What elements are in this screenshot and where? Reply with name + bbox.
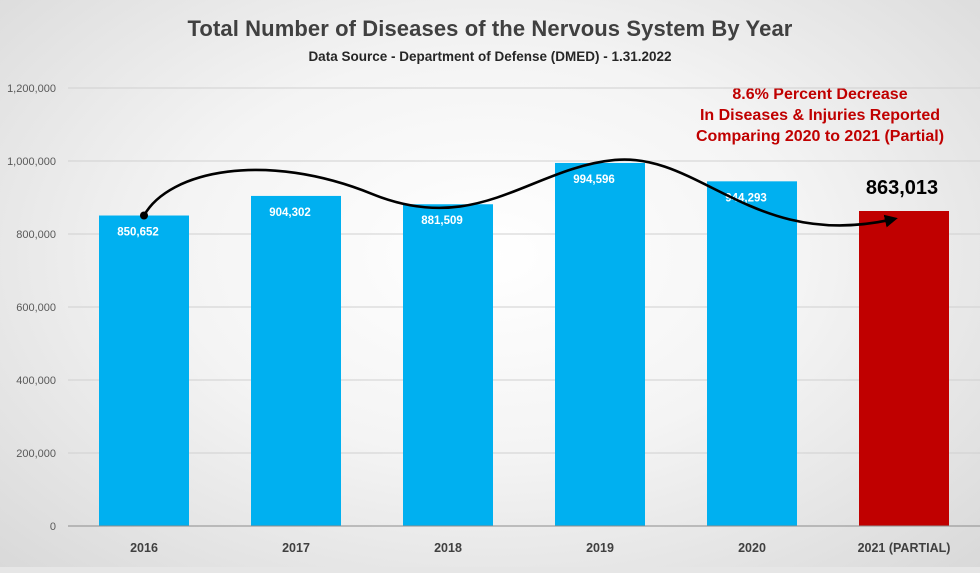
data-label: 994,596: [573, 174, 615, 186]
trend-arrow-path: [142, 158, 898, 228]
y-tick-label: 800,000: [16, 229, 56, 241]
y-tick-label: 600,000: [16, 302, 56, 314]
data-label: 850,652: [117, 227, 159, 239]
bar-2018: [403, 204, 493, 527]
bar-2021-partial: [859, 211, 949, 527]
y-tick-label: 0: [50, 521, 56, 533]
annotation-line-2: In Diseases & Injuries Reported: [699, 107, 941, 124]
x-category-label: 2019: [586, 541, 614, 555]
annotation-line-1: 8.6% Percent Decrease: [732, 86, 908, 103]
trend-arrow-start-dot: [140, 211, 148, 220]
y-tick-label: 1,000,000: [7, 156, 56, 168]
x-category-label: 2016: [130, 541, 158, 555]
chart-title: Total Number of Diseases of the Nervous …: [187, 16, 793, 41]
x-category-label: 2017: [282, 541, 310, 555]
data-labels: 850,652 904,302 881,509 994,596 944,293 863,0…: [117, 174, 938, 239]
y-tick-label: 400,000: [16, 375, 56, 387]
trend-arrow: [140, 158, 898, 228]
axes: 0 200,000 400,000 600,000 800,000 1,000,000 1,…: [7, 83, 980, 555]
y-tick-label: 1,200,000: [7, 83, 56, 95]
decrease-annotation: 8.6% Percent Decrease In Diseases & Inju…: [660, 84, 980, 147]
data-label: 944,293: [725, 192, 767, 204]
data-label: 881,509: [421, 215, 463, 227]
data-label-highlight: 863,013: [866, 177, 938, 199]
bar-2019: [555, 162, 645, 526]
x-category-label: 2021 (PARTIAL): [858, 541, 951, 555]
bars: [99, 162, 949, 527]
annotation-line-3: Comparing 2020 to 2021 (Partial): [695, 128, 945, 145]
chart-subtitle: Data Source - Department of Defense (DME…: [308, 49, 672, 64]
bar-2017: [251, 195, 341, 527]
data-label: 904,302: [269, 207, 311, 219]
x-category-label: 2020: [738, 541, 766, 555]
y-tick-label: 200,000: [16, 448, 56, 460]
x-category-label: 2018: [434, 541, 462, 555]
bar-2020: [707, 181, 797, 526]
gridlines: [68, 87, 980, 454]
bar-2016: [99, 215, 189, 526]
